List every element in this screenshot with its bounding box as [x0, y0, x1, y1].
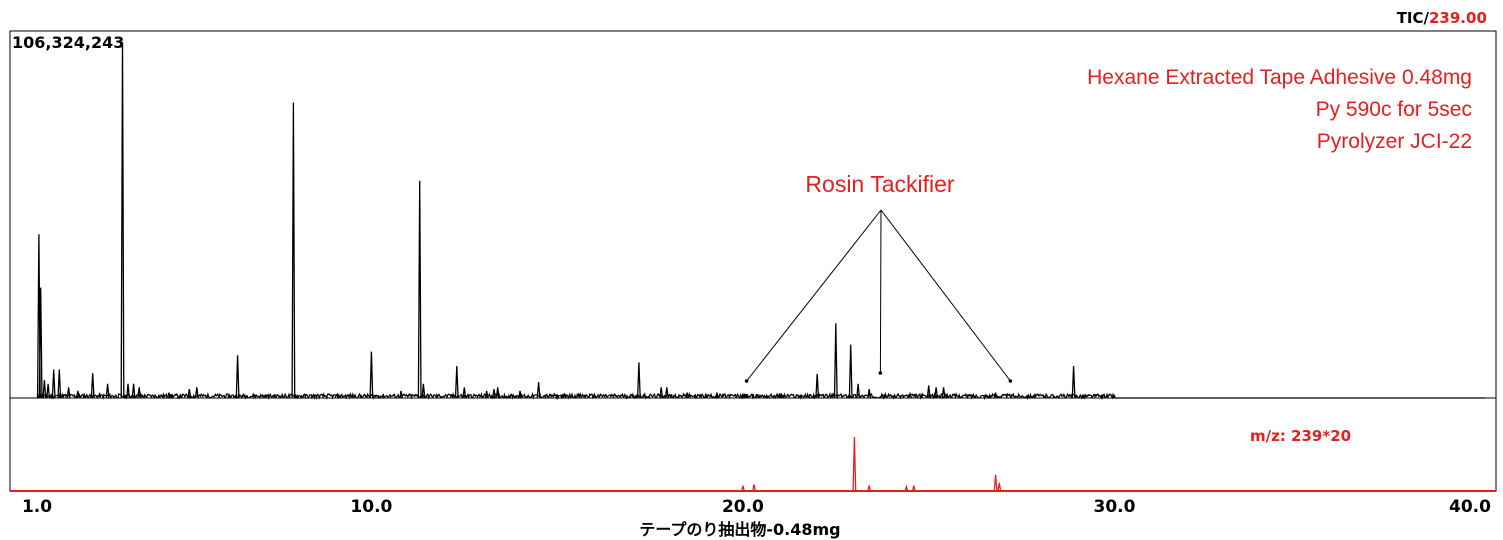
tic-peak: [417, 180, 422, 399]
tic-peak: [867, 389, 872, 399]
callout-line: [746, 209, 882, 382]
mz-legend-label: m/z: 239*20: [1250, 427, 1351, 445]
annotation-line-1: Hexane Extracted Tape Adhesive 0.48mg: [1087, 66, 1472, 89]
tic-peak: [51, 369, 56, 399]
tic-peak: [454, 365, 459, 399]
tic-peak: [46, 383, 51, 399]
mz-peak: [852, 436, 857, 492]
x-axis-label: テープのり抽出物-0.48mg: [639, 520, 840, 539]
tic-peak: [462, 387, 467, 399]
tic-peak: [38, 287, 43, 399]
tic-peak: [137, 387, 142, 399]
tic-peak: [399, 390, 404, 399]
tic-peak: [664, 387, 669, 399]
tic-peak: [714, 392, 719, 399]
tic-peak: [659, 387, 664, 399]
x-tick-label: 1.0: [22, 497, 52, 517]
mz-peak: [911, 485, 916, 492]
tic-peak: [57, 369, 62, 399]
tic-peak: [492, 389, 496, 399]
tic-peak: [993, 392, 998, 399]
callout-lines: [744, 209, 1013, 383]
tic-peak: [66, 387, 71, 399]
tic-peak: [42, 380, 47, 399]
tic-peak: [636, 362, 641, 399]
tic-peak: [562, 392, 567, 399]
tic-peak: [703, 392, 708, 399]
tic-peak: [495, 387, 500, 399]
mz-peak: [997, 482, 1002, 492]
callout-arrowhead: [744, 379, 749, 383]
annotation-line-2: Py 590c for 5sec: [1316, 98, 1472, 121]
tic-peak: [934, 387, 939, 399]
mz-peak: [752, 484, 757, 492]
tic-peak: [778, 392, 783, 399]
tic-peak: [592, 392, 597, 399]
tic-peak: [536, 381, 541, 399]
mz-peak: [904, 484, 909, 492]
max-intensity-label: 106,324,243: [12, 33, 124, 52]
plot-frame: [9, 30, 1497, 492]
tic-peak: [941, 387, 946, 399]
mz-peak: [867, 485, 872, 492]
tic-peak: [120, 41, 125, 399]
tic-peak: [187, 389, 192, 399]
tic-peak: [815, 373, 820, 399]
x-tick-labels: 1.0 10.0 20.0 30.0 40.0: [22, 497, 1491, 517]
tic-peak: [166, 392, 171, 399]
tic-peak: [926, 385, 931, 399]
tic-peak: [518, 390, 522, 399]
header-tic-prefix: TIC/: [1397, 9, 1430, 27]
callout-arrowhead: [1008, 379, 1013, 383]
x-tick-label: 20.0: [722, 497, 764, 517]
tic-peak: [126, 383, 130, 399]
mz-peak: [993, 474, 998, 492]
tic-peak: [194, 387, 199, 399]
tic-trace: [36, 391, 1486, 401]
tic-peak: [291, 102, 296, 399]
tic-peak: [131, 383, 136, 399]
tic-peak: [1071, 365, 1076, 399]
tic-peak: [369, 351, 374, 399]
header-tic-value: 239.00: [1429, 9, 1487, 27]
tic-peak: [75, 390, 80, 399]
tic-peak: [833, 323, 838, 399]
tic-peaks: [36, 41, 1076, 399]
tic-peak: [484, 390, 489, 399]
callout-line: [879, 209, 882, 374]
mz-peaks: [740, 436, 1002, 492]
tic-peak: [908, 391, 913, 399]
tic-peak: [856, 383, 861, 399]
tic-peak: [685, 392, 690, 399]
tic-peak: [105, 383, 110, 399]
callout-line: [880, 209, 1011, 382]
tic-peak: [90, 373, 95, 399]
annotation-line-3: Pyrolyzer JCI-22: [1317, 130, 1472, 153]
callout-arrowhead: [878, 371, 883, 375]
tic-peak: [235, 355, 240, 399]
rosin-tackifier-label: Rosin Tackifier: [805, 171, 954, 197]
mz-peak: [740, 485, 745, 492]
x-tick-label: 10.0: [350, 497, 392, 517]
x-tick-label: 30.0: [1093, 497, 1135, 517]
tic-peak: [421, 383, 426, 399]
x-tick-label: 40.0: [1449, 497, 1491, 517]
tic-peak: [740, 392, 745, 399]
tic-peak: [848, 344, 853, 399]
